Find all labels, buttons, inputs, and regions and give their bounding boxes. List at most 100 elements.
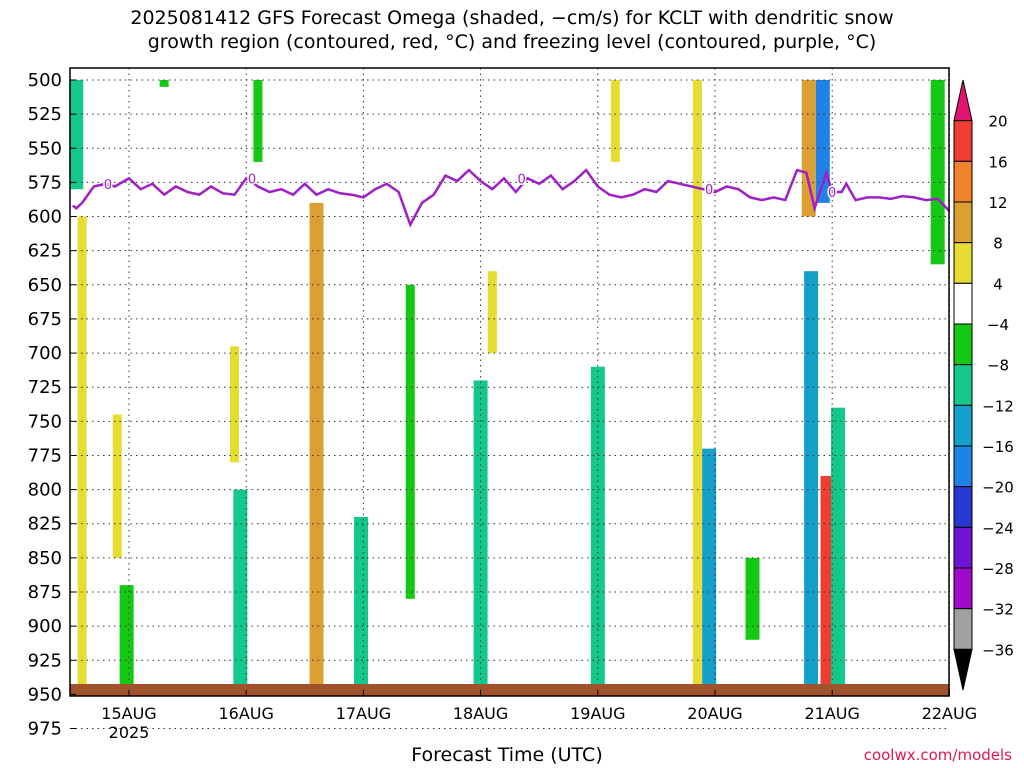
plot-frame [69,67,950,697]
y-tick-label-13: 825 [28,514,62,535]
y-tick-label-11: 775 [28,445,62,466]
y-tick-label-5: 625 [28,241,62,262]
x-axis-label: Forecast Time (UTC) [411,744,603,766]
colorbar-segment-5 [953,282,973,325]
colorbar: 20 16 12 8 4 −4 −8 −12 −16 −20 −24 −28 −32 −36 [953,79,1014,691]
y-tick-label-9: 725 [28,377,62,398]
y-tick-labels: 500 525 550 575 600 625 650 675 700 725 750 775 800 8… [28,70,76,740]
colorbar-label-10: −24 [982,519,1014,537]
colorbar-label-5: −4 [987,316,1009,334]
y-tick-label-7: 675 [28,309,62,330]
omega-patch-23 [930,80,945,265]
y-tick-label-15: 875 [28,582,62,603]
omega-patch-3 [119,585,134,688]
colorbar-segment-12 [953,567,973,610]
colorbar-segment-10 [953,486,973,528]
colorbar-label-12: −32 [982,601,1014,619]
omega-patch-9 [354,516,369,688]
omega-patch-4 [159,80,169,87]
colorbar-label-1: 16 [988,153,1007,171]
y-tick-label-6: 650 [28,275,62,296]
x-tick-label-7: 22AUG [922,704,977,723]
x-tick-label-3: 18AUG [453,704,508,723]
colorbar-segment-6 [953,323,973,366]
colorbar-segment-4 [953,242,973,284]
colorbar-segment-2 [953,160,973,203]
omega-patch-14 [610,80,620,162]
y-tick-label-3: 575 [28,172,62,193]
credit-link[interactable]: coolwx.com/models [863,746,1012,764]
surface-band [70,684,949,696]
x-year-label: 2025 [109,723,150,742]
chart-title: 2025081412 GFS Forecast Omega (shaded, −… [0,6,1024,54]
x-tick-label-2: 17AUG [336,704,391,723]
omega-patch-15 [692,80,702,688]
y-tick-label-12: 800 [28,480,62,501]
x-tick-label-5: 20AUG [687,704,742,723]
freezing-level-label-1: 0 [248,172,256,187]
y-tick-label-14: 850 [28,548,62,569]
colorbar-label-9: −20 [982,479,1014,497]
omega-patch-11 [473,380,488,688]
chart-title-line-2: growth region (contoured, red, °C) and f… [147,31,877,53]
omega-patch-6 [233,489,248,688]
colorbar-segment-14 [953,648,973,691]
colorbar-label-13: −36 [982,641,1014,659]
colorbar-label-11: −28 [982,560,1014,578]
freezing-level-contour: 0 0 0 0 0 [71,168,951,228]
omega-patch-7 [253,80,263,162]
omega-patch-8 [309,202,324,688]
omega-patch-10 [405,284,415,599]
x-tick-label-6: 21AUG [804,704,859,723]
omega-patch-5 [229,346,239,463]
y-tick-label-0: 500 [28,70,62,91]
omega-patch-19 [804,271,819,688]
y-tick-label-17: 925 [28,650,62,671]
omega-patch-16 [702,448,717,688]
y-tick-label-8: 700 [28,343,62,364]
y-tick-label-2: 550 [28,138,62,159]
freezing-level-label-0: 0 [104,178,112,193]
gridlines [70,68,950,730]
y-tick-label-19: 975 [28,719,62,740]
colorbar-segment-13 [953,608,973,650]
colorbar-segment-11 [953,526,973,569]
y-tick-label-1: 525 [28,104,62,125]
y-tick-label-10: 750 [28,411,62,432]
freezing-level-line [71,168,951,228]
colorbar-segment-7 [953,364,973,406]
colorbar-label-0: 20 [988,113,1007,131]
omega-shading [69,80,945,689]
colorbar-label-2: 12 [988,194,1007,212]
omega-patch-1 [77,216,87,689]
colorbar-segment-1 [953,120,973,162]
colorbar-segment-0 [953,79,973,122]
colorbar-label-3: 8 [993,235,1003,253]
freezing-level-label-2: 0 [517,172,525,187]
x-tick-label-1: 16AUG [218,704,273,723]
colorbar-label-7: −12 [982,397,1014,415]
freezing-level-label-4: 0 [828,186,836,201]
omega-patch-13 [590,366,605,688]
axes [69,67,950,697]
surface-fill [70,684,949,696]
omega-patch-2 [112,414,122,558]
omega-patch-22 [831,407,846,688]
y-tick-label-16: 900 [28,616,62,637]
x-tick-label-0: 15AUG [101,704,156,723]
omega-patch-18 [801,80,816,217]
x-tick-label-4: 19AUG [570,704,625,723]
y-tick-label-4: 600 [28,207,62,228]
omega-patch-17 [745,557,760,640]
colorbar-label-4: 4 [993,275,1003,293]
colorbar-segment-3 [953,201,973,244]
omega-patch-21 [820,475,835,688]
x-tick-labels: 15AUG 16AUG 17AUG 18AUG 19AUG 20AUG 21AUG 22AUG… [101,690,977,742]
colorbar-label-6: −8 [987,357,1009,375]
chart-title-line-1: 2025081412 GFS Forecast Omega (shaded, −… [130,7,894,29]
omega-patch-0 [69,80,84,190]
colorbar-segment-8 [953,404,973,447]
y-tick-label-18: 950 [28,684,62,705]
colorbar-segment-9 [953,445,973,488]
colorbar-label-8: −16 [982,438,1014,456]
